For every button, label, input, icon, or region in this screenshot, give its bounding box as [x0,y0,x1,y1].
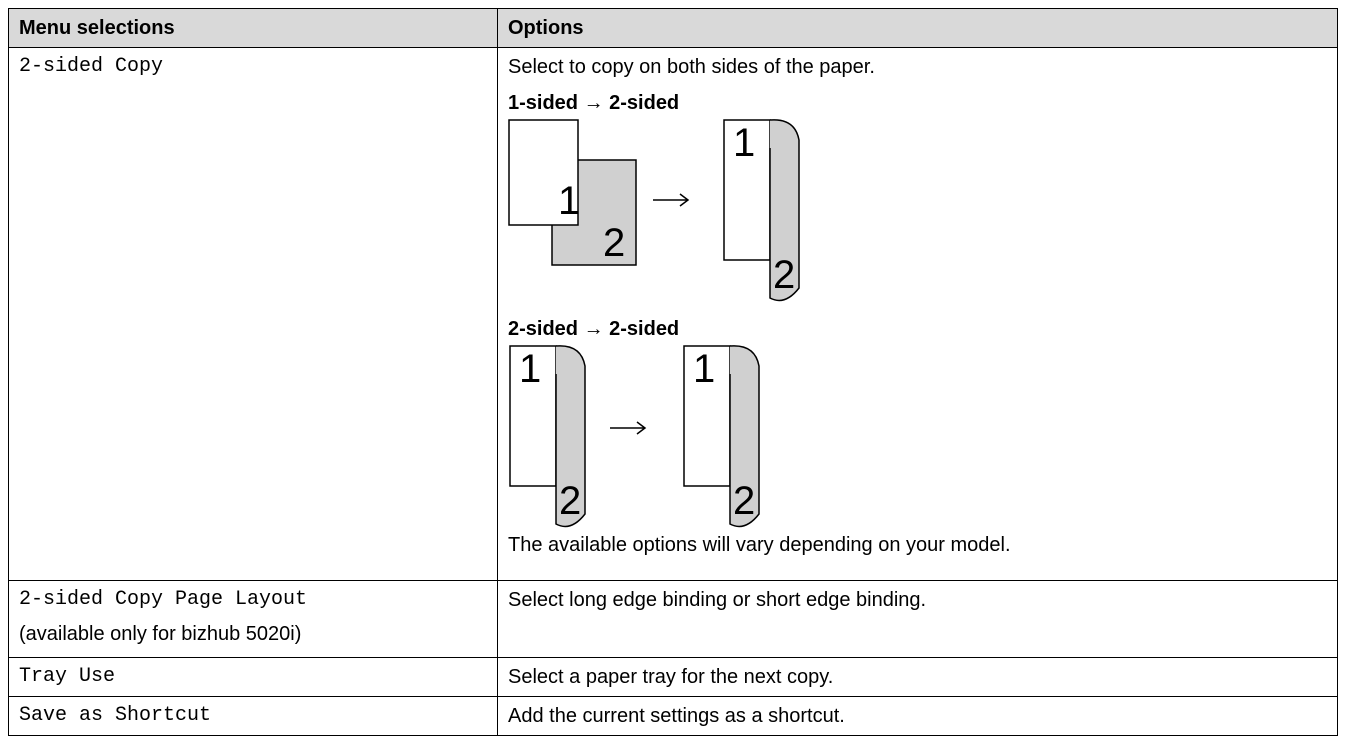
menu-name: 2-sided Copy [19,55,164,78]
diagram: 1 2 1 2 [509,345,760,528]
menu-cell: 2-sided Copy [8,47,498,581]
page-back [555,345,586,528]
menu-cell: Save as Shortcut [8,696,498,736]
settings-table: Menu selections Options 2-sided Copy Sel… [8,8,1338,736]
note: The available options will vary dependin… [508,534,1011,556]
header-row: Menu selections Options [8,8,1338,48]
arrow [653,193,690,207]
page-number: 1 [733,121,755,165]
menu-cell: Tray Use [8,657,498,697]
folded-page: 1 2 [723,119,800,302]
option-cell: Select long edge binding or short edge b… [497,580,1338,658]
header-cell: Menu selections [8,8,498,48]
page-number: 2 [733,479,755,523]
option-cell: Add the current settings as a shortcut. [497,696,1338,736]
page-number: 1 [519,347,541,391]
row: 2-sided Copy Page Layout (available only… [8,580,1338,658]
page-number: 1 [558,179,580,223]
description: Select to copy on both sides of the pape… [508,56,875,78]
page-back [729,345,760,528]
menu-note: (available only for bizhub 5020i) [19,623,302,645]
page-number: 2 [773,253,795,297]
row: 2-sided Copy Select to copy on both side… [8,47,1338,581]
page-front [509,345,557,487]
menu-cell: 2-sided Copy Page Layout (available only… [8,580,498,658]
page-front [723,119,771,261]
option-cell: Select to copy on both sides of the pape… [497,47,1338,581]
header-cell: Options [497,8,1338,48]
page-number: 2 [559,479,581,523]
menu-name: 2-sided Copy Page Layout [19,588,308,611]
page-front [683,345,731,487]
diagram-title: 2-sided → 2-sided [508,318,680,340]
row: Save as Shortcut Add the current setting… [8,696,1338,736]
page-number: 2 [603,221,625,265]
diagram-title: 1-sided → 2-sided [508,92,680,114]
page-number: 1 [693,347,715,391]
row: Tray Use Select a paper tray for the nex… [8,657,1338,697]
folded-page: 1 2 [683,345,760,528]
folded-page: 1 2 [509,345,586,528]
option-cell: Select a paper tray for the next copy. [497,657,1338,697]
arrow [610,421,647,435]
page-front [508,119,579,226]
diagram: 1 2 1 2 [508,119,800,302]
page-back [769,119,800,302]
